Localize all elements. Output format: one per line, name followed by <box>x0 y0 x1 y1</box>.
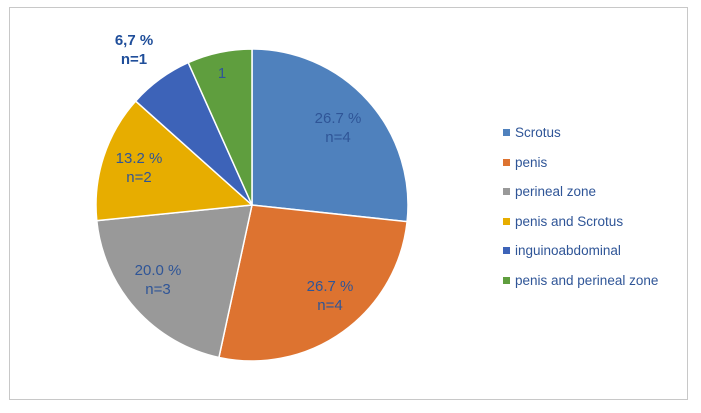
legend-swatch <box>503 158 510 166</box>
data-label-percent-scrotus: 26.7 % <box>315 110 362 127</box>
data-label-count-inguinoabdominal: n=1 <box>121 51 147 68</box>
data-label-count-penis: n=4 <box>317 297 342 314</box>
data-label-percent-inguinoabdominal: 6,7 % <box>115 32 153 49</box>
legend-label: perineal zone <box>515 184 597 200</box>
pie-slice-penis-and-perineal-zone <box>187 48 253 206</box>
legend-item-perineal-zone: perineal zone <box>503 177 688 207</box>
legend-label: penis and Scrotus <box>515 213 624 229</box>
pie-slice-penis <box>218 204 408 362</box>
legend-item-penis: penis <box>503 148 688 178</box>
legend-item-penis-and-scrotus: penis and Scrotus <box>503 207 688 237</box>
pie-labels: 26.7 % n=4 26.7 % n=4 20.0 % n=3 13.2 % n=2 6,7 … <box>115 32 362 314</box>
legend-swatch <box>503 129 510 137</box>
pie-slices <box>95 48 409 362</box>
pie-slice-penis-and-scrotus <box>95 100 254 222</box>
data-label-count-penis-and-scrotus: n=2 <box>126 169 151 186</box>
legend-label: penis <box>515 154 548 170</box>
pie-slice-scrotus <box>251 48 409 223</box>
legend-item-penis-and-perineal-zone: penis and perineal zone <box>503 266 688 296</box>
legend-swatch <box>503 276 510 284</box>
data-label-count-penis-and-perineal-zone: 1 <box>218 65 226 82</box>
pie-slice-perineal-zone <box>95 204 253 359</box>
legend-item-inguinoabdominal: inguinoabdominal <box>503 236 688 266</box>
data-label-count-scrotus: n=4 <box>325 129 350 146</box>
data-label-percent-penis: 26.7 % <box>307 278 354 295</box>
legend-label: penis and perineal zone <box>515 272 659 288</box>
legend-swatch <box>503 217 510 225</box>
legend-label: inguinoabdominal <box>515 243 621 259</box>
data-label-percent-penis-and-scrotus: 13.2 % <box>116 150 163 167</box>
legend-swatch <box>503 188 510 196</box>
legend-item-scrotus: Scrotus <box>503 118 688 148</box>
data-label-percent-perineal-zone: 20.0 % <box>135 262 182 279</box>
data-label-count-perineal-zone: n=3 <box>145 281 170 298</box>
chart-legend: Scrotus penis perineal zone penis and Scrot… <box>503 118 688 295</box>
legend-label: Scrotus <box>515 125 561 141</box>
legend-swatch <box>503 247 510 255</box>
